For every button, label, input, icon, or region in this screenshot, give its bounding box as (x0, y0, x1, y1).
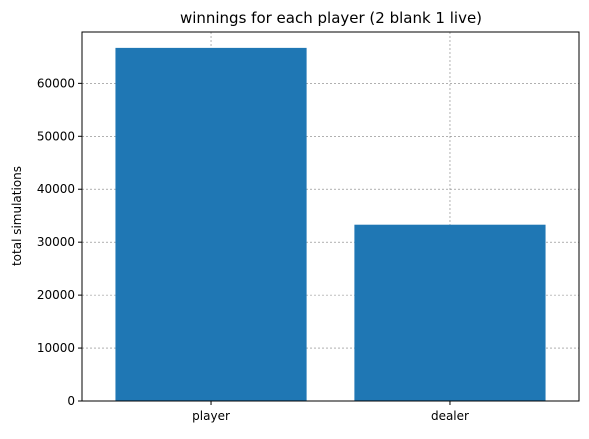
y-tick-label: 20000 (37, 288, 75, 302)
x-tick-label: player (192, 409, 230, 423)
bar-dealer (354, 224, 546, 401)
y-tick-label: 40000 (37, 182, 75, 196)
y-tick-label: 30000 (37, 235, 75, 249)
ticks-layer: 0 10000 20000 30000 40000 50000 60000 player dea… (37, 76, 469, 423)
y-tick-label: 60000 (37, 76, 75, 90)
x-tick-label: dealer (431, 409, 469, 423)
bar-player (115, 47, 307, 401)
bars-layer (115, 47, 546, 401)
y-tick-label: 0 (67, 394, 75, 408)
chart-title: winnings for each player (2 blank 1 live… (180, 9, 482, 27)
plot-frame (81, 31, 580, 402)
y-tick-label: 50000 (37, 129, 75, 143)
y-axis-label: total simulations (10, 166, 24, 266)
y-tick-label: 10000 (37, 341, 75, 355)
